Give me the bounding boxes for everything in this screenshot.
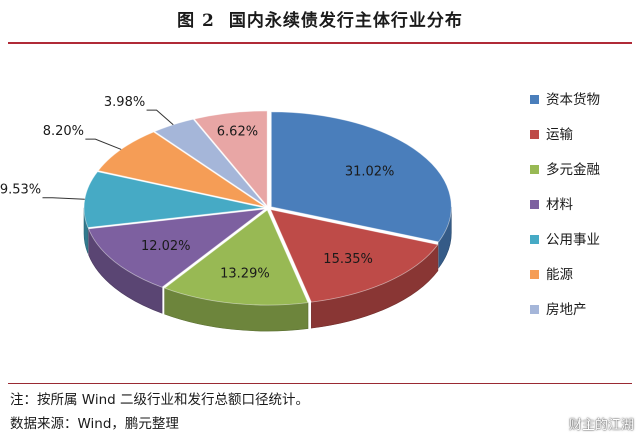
value-label: 8.20%	[43, 124, 84, 139]
bottom-rule	[8, 383, 632, 384]
pie-slice-unlabeled	[193, 110, 268, 208]
pie-side-walls	[83, 206, 452, 332]
value-label: 31.02%	[345, 165, 395, 180]
legend-label: 公用事业	[546, 232, 600, 248]
legend-label: 房地产	[546, 302, 587, 318]
top-rule	[8, 42, 632, 44]
pie-chart: 31.02% 15.35% 13.29% 12.02% 9.53% 8.20% 3.98% 6…	[0, 91, 600, 332]
leader-line	[146, 109, 174, 126]
value-label: 9.53%	[0, 183, 41, 198]
watermark-text: 财主的江湖	[568, 417, 634, 433]
figure-title: 图 2 国内永续债发行主体行业分布	[0, 0, 640, 36]
leader-line	[85, 138, 122, 150]
pie-slices	[83, 110, 452, 306]
legend-label: 运输	[546, 127, 574, 143]
watermark: 财主的江湖	[546, 413, 634, 433]
value-label: 13.29%	[220, 267, 270, 282]
figure-title-text: 国内永续债发行主体行业分布	[228, 10, 463, 31]
legend-swatch	[530, 200, 539, 209]
pie-slice-多元金融	[163, 209, 309, 306]
pie-slice-能源	[97, 131, 266, 208]
legend-swatch	[530, 305, 539, 314]
value-label: 15.35%	[323, 252, 373, 267]
value-label: 3.98%	[104, 95, 145, 110]
legend-label: 多元金融	[546, 161, 600, 178]
legend-label: 资本货物	[546, 91, 600, 108]
leader-line	[42, 197, 85, 200]
pie-slice-房地产	[153, 118, 267, 207]
figure-number: 图 2	[177, 10, 215, 31]
legend-label: 能源	[546, 267, 574, 283]
pie-slice-资本货物	[270, 111, 452, 243]
value-label: 6.62%	[217, 125, 258, 140]
pie-slice-运输	[269, 209, 439, 303]
pie-slice-材料	[88, 208, 267, 288]
legend-swatch	[530, 235, 539, 244]
legend-swatch	[530, 165, 539, 174]
legend-swatch	[530, 270, 539, 279]
legend-swatch	[530, 130, 539, 139]
wechat-bubble-icon	[546, 413, 565, 433]
value-label: 12.02%	[141, 239, 191, 254]
legend-swatch	[530, 95, 539, 104]
pie-value-labels: 31.02% 15.35% 13.29% 12.02% 9.53% 8.20% 3.98% 6…	[0, 95, 394, 282]
note-text: 注：按所属 Wind 二级行业和发行总额口径统计。	[10, 392, 310, 408]
source-text: 数据来源：Wind，鹏元整理	[10, 416, 179, 432]
figure-notes: 注：按所属 Wind 二级行业和发行总额口径统计。 数据来源：Wind，鹏元整理	[10, 388, 309, 436]
legend-label: 材料	[546, 197, 574, 213]
